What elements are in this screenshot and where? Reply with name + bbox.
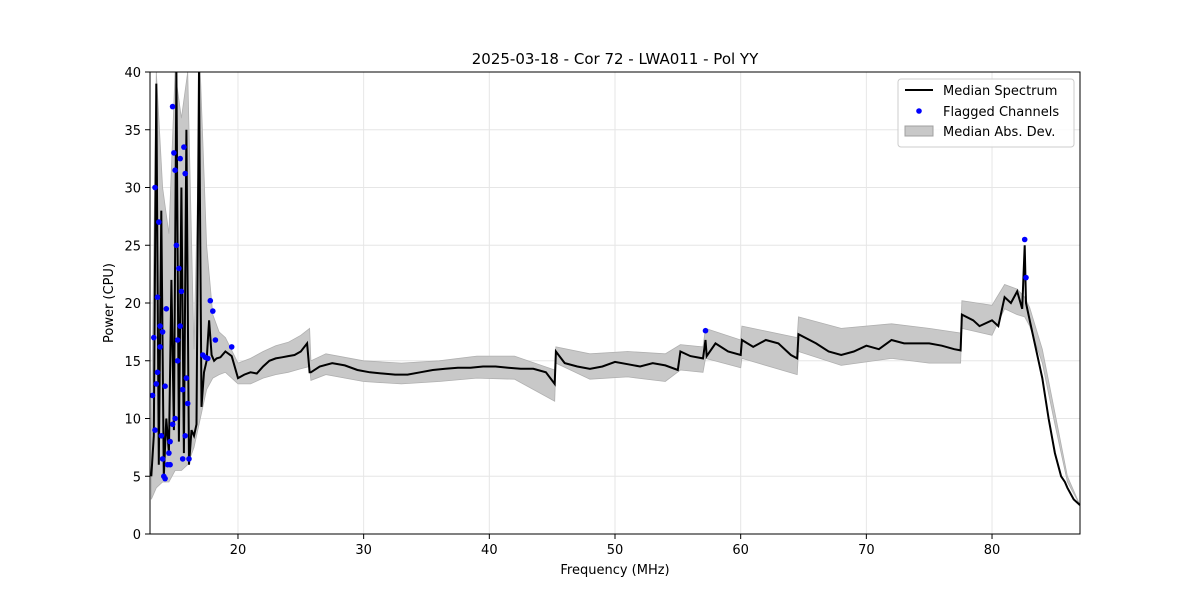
flagged-channel-point — [169, 421, 176, 428]
flagged-channel-point — [149, 392, 156, 399]
flagged-channel-point — [207, 297, 214, 304]
legend-median-label: Median Spectrum — [943, 84, 1057, 99]
flagged-channel-point — [1023, 274, 1029, 281]
y-axis-label: Power (CPU) — [102, 263, 117, 343]
flagged-channel-point — [159, 456, 166, 462]
x-tick-label: 40 — [481, 543, 498, 558]
y-tick-label: 15 — [124, 355, 141, 370]
legend-mad-label: Median Abs. Dev. — [943, 125, 1055, 140]
flagged-channel-point — [162, 475, 168, 482]
flagged-channel-point — [178, 288, 185, 295]
chart-title: 2025-03-18 - Cor 72 - LWA011 - Pol YY — [472, 50, 759, 68]
flagged-channel-point — [176, 265, 182, 272]
x-tick-label: 50 — [607, 543, 624, 558]
flagged-channel-point — [154, 369, 161, 376]
flagged-channel-point — [157, 323, 163, 329]
flagged-channel-point — [152, 184, 158, 191]
flagged-points-layer — [149, 103, 1029, 482]
flagged-channel-point — [158, 433, 165, 439]
flagged-channel-point — [159, 329, 166, 335]
legend-mad-swatch — [904, 125, 934, 137]
flagged-channel-point — [156, 219, 162, 225]
flagged-channel-point — [171, 150, 177, 156]
median-line-layer — [150, 71, 1081, 506]
y-tick-label: 30 — [124, 182, 141, 197]
x-tick-label: 30 — [355, 543, 372, 558]
flagged-channel-point — [157, 344, 163, 350]
mad-band — [150, 71, 1081, 506]
flagged-channel-point — [186, 456, 192, 462]
y-axis-ticks: 0 5 10 15 20 25 30 35 40 — [124, 66, 150, 543]
y-tick-label: 10 — [124, 413, 141, 428]
median-spectrum-line — [150, 71, 1081, 506]
flagged-channel-point — [177, 323, 183, 329]
y-tick-label: 35 — [124, 124, 141, 139]
legend-flagged-label: Flagged Channels — [943, 105, 1059, 120]
y-tick-label: 20 — [124, 297, 141, 312]
flagged-channel-point — [210, 308, 216, 314]
y-tick-label: 25 — [124, 239, 141, 254]
x-tick-label: 70 — [858, 543, 875, 558]
flagged-channel-point — [166, 450, 172, 456]
flagged-channel-point — [163, 306, 170, 312]
flagged-channel-point — [164, 461, 171, 468]
flagged-channel-point — [172, 167, 178, 173]
flagged-channel-point — [183, 375, 190, 381]
flagged-channel-point — [162, 383, 168, 390]
mad-band-layer — [150, 71, 1081, 506]
flagged-channel-point — [151, 334, 157, 341]
flagged-channel-point — [174, 358, 181, 364]
legend: Median Spectrum Flagged Channels Median … — [897, 78, 1075, 148]
flagged-channel-point — [212, 337, 219, 343]
y-tick-label: 5 — [133, 470, 141, 485]
x-tick-label: 20 — [230, 543, 247, 558]
x-tick-label: 80 — [984, 543, 1001, 558]
flagged-channel-point — [181, 144, 187, 150]
flagged-channel-point — [152, 427, 158, 433]
flagged-channel-point — [177, 155, 183, 162]
flagged-channel-point — [172, 415, 178, 422]
x-axis-ticks: 20 30 40 50 60 70 80 — [230, 534, 1001, 558]
flagged-channel-point — [205, 355, 211, 362]
x-tick-label: 60 — [732, 543, 749, 558]
flagged-channel-point — [179, 456, 186, 462]
flagged-channel-point — [153, 381, 160, 387]
flagged-channel-point — [167, 438, 173, 445]
legend-box — [897, 78, 1075, 148]
flagged-channel-point — [173, 242, 180, 249]
flagged-channel-point — [182, 433, 188, 439]
flagged-channel-point — [169, 103, 176, 110]
flagged-channel-point — [179, 386, 186, 393]
flagged-channel-point — [174, 337, 181, 343]
y-tick-label: 40 — [124, 66, 141, 81]
flagged-channel-point — [154, 294, 161, 301]
flagged-channel-point — [702, 327, 709, 334]
legend-flagged-swatch — [916, 108, 922, 114]
x-axis-label: Frequency (MHz) — [560, 563, 669, 578]
flagged-channel-point — [228, 344, 235, 350]
y-tick-label: 0 — [133, 528, 141, 543]
flagged-channel-point — [182, 170, 188, 177]
flagged-channel-point — [184, 400, 191, 407]
flagged-channel-point — [1021, 236, 1028, 243]
